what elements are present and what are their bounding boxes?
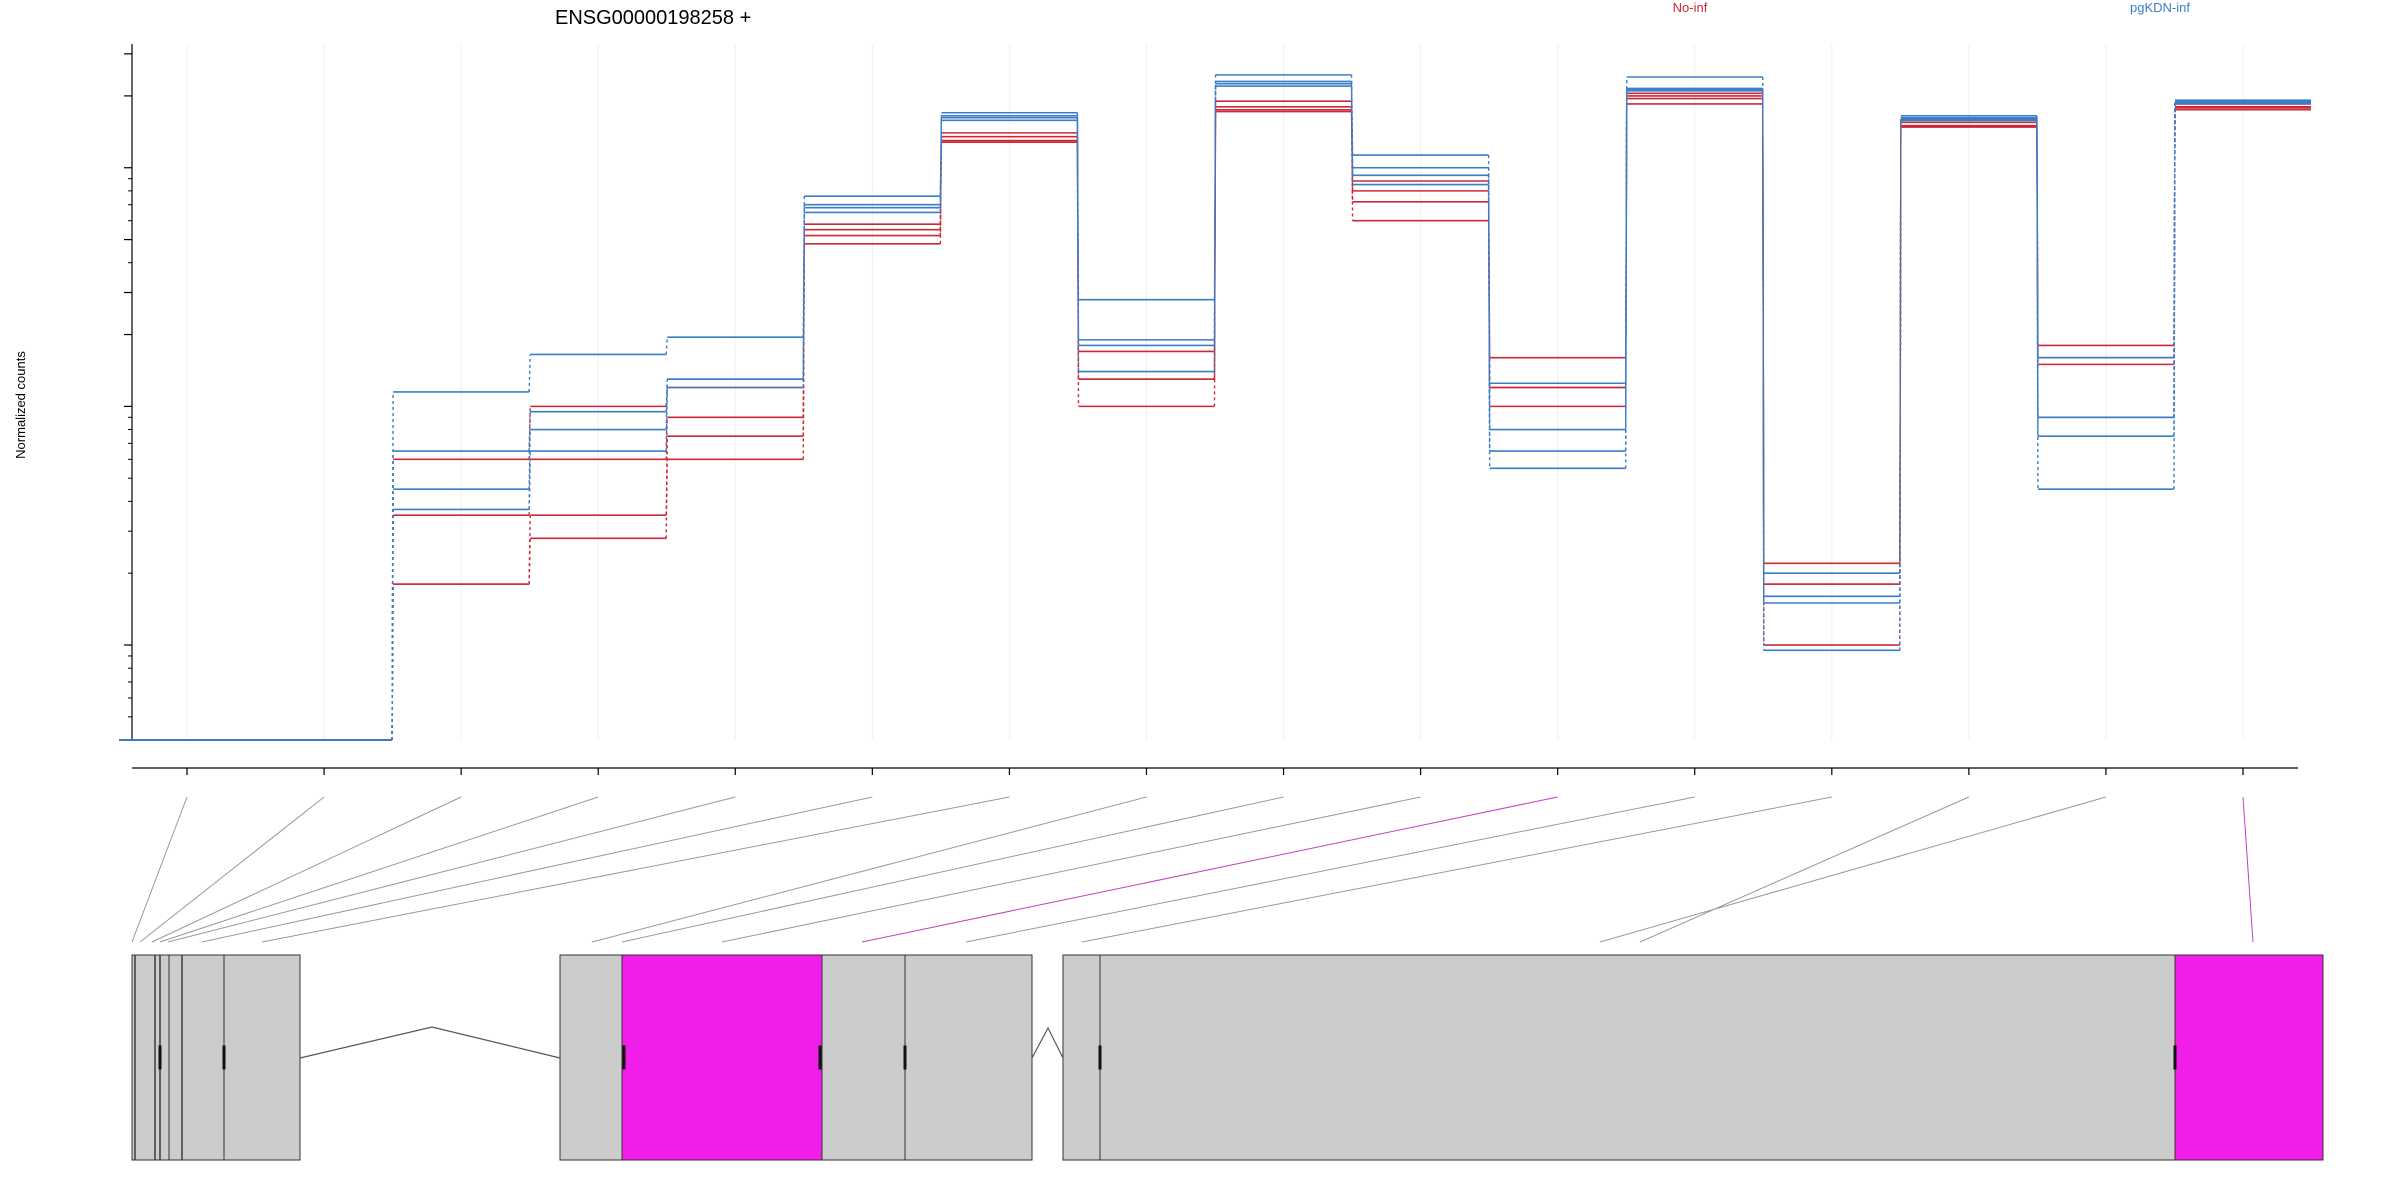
connector-segment [1350,106,1354,202]
connector-e012 [965,796,1695,943]
chart-text: ENSG00000198258 + Normalized counts No-i… [13,0,2190,459]
connector-e010 [721,796,1421,943]
connector-e007 [261,796,1010,943]
connector-e003 [151,796,462,943]
exon-mark [1098,1045,1102,1070]
connector-segment [1350,86,1354,176]
exon-box [904,954,1033,1161]
legend-pgkdn-inf: pgKDN-inf [2130,0,2190,15]
connector-segment [391,515,394,741]
connector-e014 [1639,796,1970,943]
highlighted-exon-box [621,954,823,1161]
connector-e011 [861,796,1558,943]
connector-e013 [1081,796,1832,943]
connector-segment [528,429,531,490]
connector-e005 [167,796,736,943]
exon-box [1099,954,2176,1161]
exon-box [1062,954,1101,1161]
gridlines [186,44,2244,740]
highlighted-exon-box [2174,954,2324,1161]
exon-mark [903,1045,907,1070]
connector-segment [939,115,943,205]
connector-segment [1350,83,1354,185]
connector-segment [2173,107,2176,418]
exon-mark [2173,1045,2177,1070]
exon-mark [222,1045,226,1070]
connector-segment [1487,184,1491,430]
connector-segment [2036,117,2039,418]
exon-box [223,954,301,1161]
connector-segment [391,509,394,741]
connector-e006 [201,796,873,943]
connector-segment [939,120,943,208]
connector-e015 [1599,796,2107,943]
connector-e002 [139,796,325,943]
connector-segment [1076,115,1080,372]
legend-no-inf: No-inf [1673,0,1708,15]
intron-line [299,1026,561,1059]
intron-line [1031,1026,1064,1059]
connector-e008 [591,796,1147,943]
axes [124,44,2298,775]
connector-segment [1487,175,1491,469]
exon-box [131,954,170,1161]
connector-e004 [159,796,599,943]
connector-segment [528,538,531,585]
connector-segment [1624,89,1628,430]
connector-segment [802,207,806,380]
exon-mark [158,1045,162,1070]
connector-segment [1762,93,1765,585]
connector-segment [802,204,806,388]
series-pgkdn-inf-7 [119,82,2311,741]
series-lines [119,74,2311,741]
connector-segment [665,379,668,430]
connector-segment [2173,101,2176,358]
exon-box [559,954,623,1161]
gene-model [131,954,2324,1161]
connector-segment [528,515,531,585]
connector-e001 [131,796,188,943]
exon-box [821,954,906,1161]
connector-segment [665,436,668,539]
connector-segment [665,337,668,355]
connector-e016 [2242,796,2254,943]
exon-connectors [131,796,2254,943]
connector-segment [528,354,531,392]
connector-segment [665,387,668,452]
connector-segment [528,451,531,510]
exon-mark [622,1045,626,1070]
y-axis-title: Normalized counts [13,351,28,459]
connector-e009 [621,796,1284,943]
exon-mark [818,1045,822,1070]
connector-segment [1762,89,1765,574]
connector-segment [665,417,668,460]
exon-box [168,954,225,1161]
chart-title: ENSG00000198258 + [555,7,751,29]
